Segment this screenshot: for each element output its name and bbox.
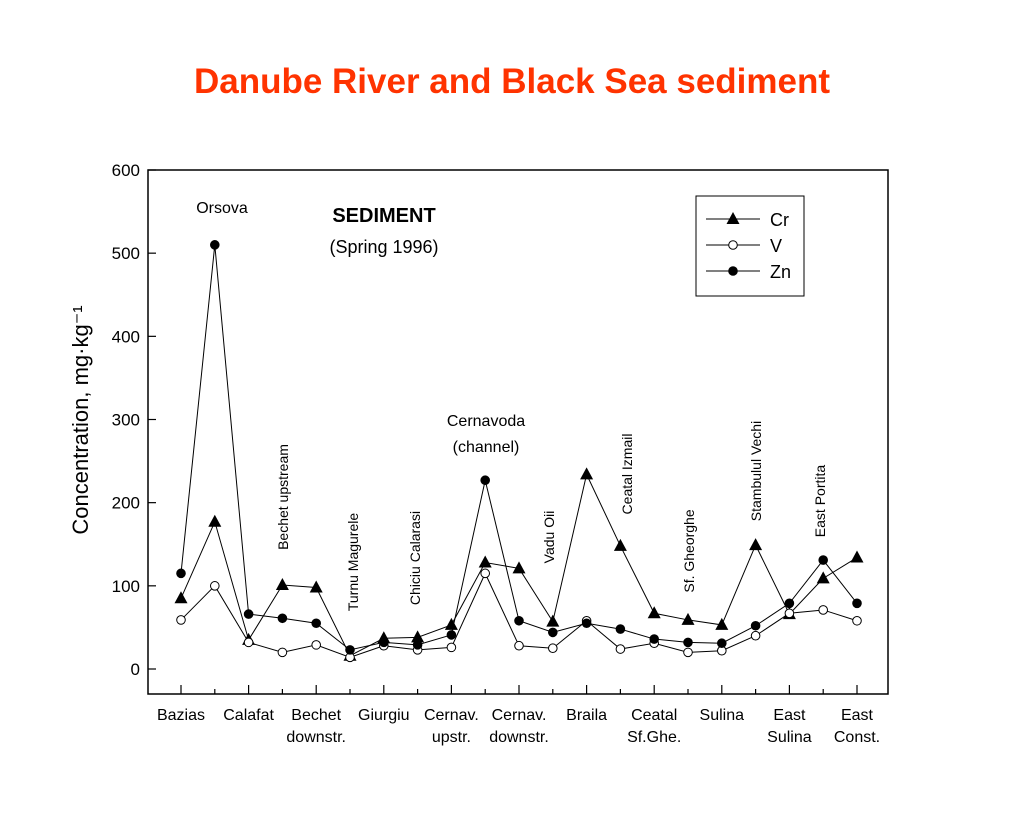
marker (210, 240, 220, 250)
marker (728, 240, 738, 250)
annotation: Sf. Gheorghe (681, 509, 697, 592)
x-tick-label: Cernav. downstr. (489, 707, 549, 746)
marker (615, 624, 626, 634)
marker (412, 640, 423, 650)
plot-frame (147, 169, 889, 695)
marker (514, 640, 524, 651)
annotation: Chiciu Calarasi (407, 511, 423, 605)
y-tick-label: 500 (112, 244, 140, 263)
marker (275, 578, 289, 591)
marker (480, 475, 491, 486)
marker (444, 617, 458, 630)
marker (243, 637, 254, 648)
marker (750, 620, 761, 631)
marker (514, 615, 524, 626)
y-axis-label: Concentration, mg·kg⁻¹ (68, 305, 93, 534)
x-tick-label: Calafat (223, 707, 274, 724)
x-tick-label: Bechet downstr. (286, 707, 346, 746)
x-tick-label: Bazias (157, 707, 205, 724)
marker (176, 568, 186, 579)
marker (615, 644, 626, 654)
marker (613, 538, 627, 551)
annotation: Bechet upstream (275, 444, 291, 550)
x-tick-label: Ceatal Sf.Ghe. (627, 707, 681, 746)
legend-label: Zn (770, 262, 791, 282)
marker (852, 615, 862, 626)
annotation: Ceatal Izmail (619, 434, 635, 515)
marker (309, 580, 323, 593)
marker (210, 581, 220, 591)
marker (379, 637, 389, 648)
y-tick-label: 200 (112, 494, 140, 513)
y-tick-label: 400 (112, 327, 140, 346)
x-tick-label: East Const. (834, 707, 880, 746)
x-tick-label: Sulina (700, 707, 745, 724)
marker (683, 637, 693, 648)
marker (548, 627, 558, 638)
y-tick-label: 0 (131, 660, 140, 679)
chart-title: Danube River and Black Sea sediment (194, 62, 830, 101)
annotation: Stambulul Vechi (748, 421, 764, 521)
y-tick-label: 600 (112, 161, 140, 180)
annotation: Cernavoda (channel) (447, 413, 525, 456)
legend-label: V (770, 236, 782, 256)
marker (480, 568, 491, 579)
x-tick-label: East Sulina (767, 707, 812, 746)
marker (852, 598, 862, 609)
marker (850, 550, 864, 563)
marker (277, 647, 288, 658)
marker (277, 613, 288, 624)
marker (311, 618, 322, 629)
marker (784, 608, 795, 619)
marker (816, 571, 830, 584)
marker (647, 606, 661, 619)
marker (411, 630, 425, 643)
x-tick-label: Cernav. upstr. (424, 707, 479, 746)
marker (446, 642, 457, 653)
marker (715, 617, 729, 630)
marker (581, 618, 592, 629)
x-tick-label: Giurgiu (358, 707, 410, 724)
marker (726, 212, 740, 224)
marker (749, 538, 763, 551)
marker (345, 645, 355, 655)
marker (512, 561, 526, 574)
marker (818, 605, 829, 615)
x-tick-label: Braila (566, 707, 607, 724)
marker (649, 634, 660, 644)
annotation: Orsova (196, 200, 248, 217)
marker (580, 467, 594, 480)
marker (728, 266, 738, 276)
marker (548, 643, 558, 654)
marker (750, 630, 761, 641)
annotation: Turnu Magurele (345, 513, 361, 612)
legend: Cr V Zn (695, 195, 805, 297)
y-tick-label: 100 (112, 577, 140, 596)
y-tick-label: 300 (112, 411, 140, 430)
marker (546, 614, 560, 627)
annotation: (Spring 1996) (329, 237, 438, 257)
marker (446, 630, 457, 640)
marker (174, 591, 188, 604)
legend-label: Cr (770, 210, 789, 230)
annotation: East Portita (812, 465, 828, 538)
marker (208, 514, 222, 527)
annotation: Vadu Oii (541, 511, 557, 564)
legend-frame (695, 195, 805, 297)
marker (311, 640, 322, 650)
marker (176, 615, 186, 625)
marker (818, 555, 829, 565)
annotation: SEDIMENT (332, 205, 435, 227)
marker (683, 647, 693, 658)
marker (681, 612, 695, 625)
marker (784, 598, 795, 609)
marker (717, 638, 727, 649)
marker (478, 555, 492, 568)
marker (243, 609, 254, 619)
